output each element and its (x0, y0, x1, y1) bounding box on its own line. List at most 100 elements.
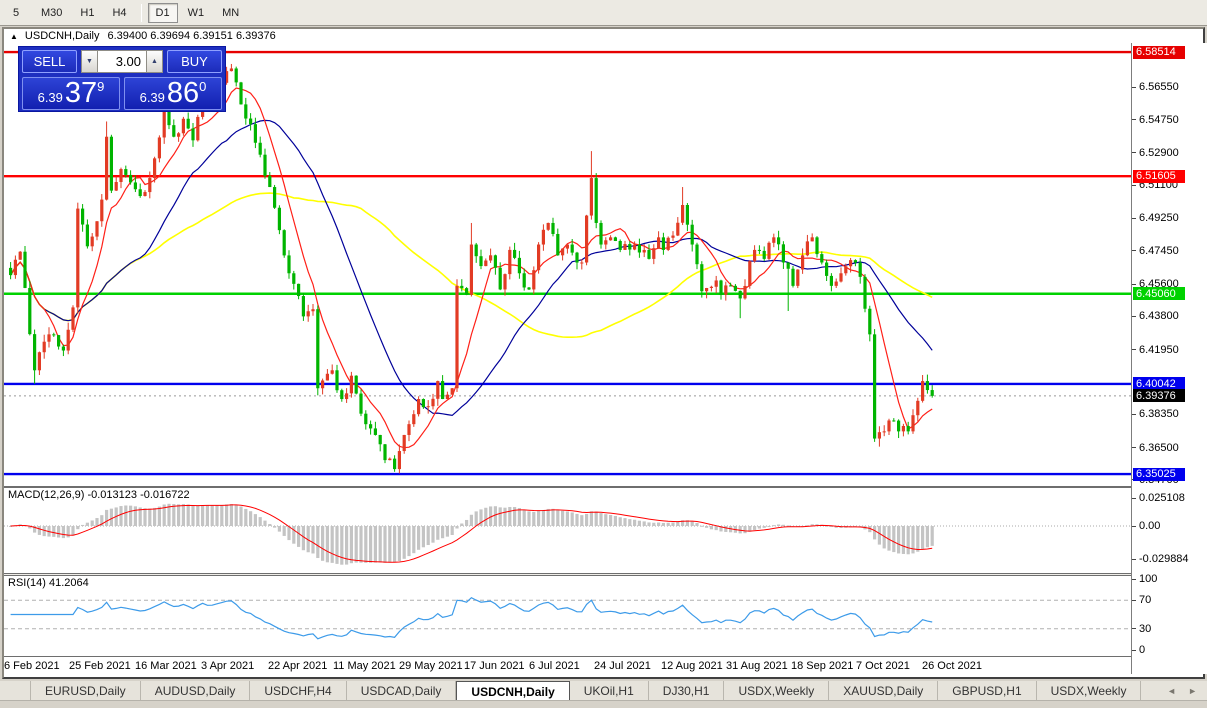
sell-price-big: 37 (64, 77, 98, 109)
axis-tick-mark (1132, 628, 1136, 629)
tab-scroll-right-icon[interactable]: ► (1188, 685, 1197, 696)
date-axis[interactable]: 6 Feb 2021 25 Feb 2021 16 Mar 2021 3 Apr 20… (4, 656, 1131, 674)
chart-ohlc-values: 6.39400 6.39694 6.39151 6.39376 (107, 30, 276, 42)
rsi-label: RSI(14) 41.2064 (8, 577, 89, 589)
date-tick-label: 6 Feb 2021 (4, 660, 60, 672)
pane-splitter[interactable] (4, 573, 1131, 576)
date-tick-label: 31 Aug 2021 (726, 660, 788, 672)
toolbar-separator (140, 3, 142, 22)
chart-tab-usdcnh-daily[interactable]: USDCNH,Daily (456, 681, 570, 700)
buy-price-prefix: 6.39 (139, 90, 165, 105)
rsi-tick-label: 0 (1139, 644, 1146, 656)
chart-tab-usdcad-daily[interactable]: USDCAD,Daily (347, 681, 457, 700)
date-tick-label: 29 May 2021 (399, 660, 463, 672)
sell-quote[interactable]: 6.39 37 9 (22, 77, 120, 110)
volume-decrease-button[interactable]: ▼ (81, 50, 98, 73)
rsi-tick-label: 100 (1139, 573, 1158, 585)
chart-tab-strip: EURUSD,Daily AUDUSD,Daily USDCHF,H4 USDCAD,… (0, 681, 1207, 701)
price-line-badge: 6.58514 (1133, 45, 1185, 59)
price-axis[interactable]: 6.56550 6.54750 6.52900 6.51100 6.49250 6.474… (1131, 43, 1207, 674)
sell-price-prefix: 6.39 (37, 90, 63, 105)
axis-tick-mark (1132, 349, 1136, 350)
axis-tick-mark (1132, 447, 1136, 448)
axis-tick-mark (1132, 600, 1136, 601)
price-tick-label: 6.45600 (1139, 278, 1179, 291)
volume-increase-button[interactable]: ▲ (146, 50, 163, 73)
date-tick-label: 24 Jul 2021 (594, 660, 651, 672)
price-tick-label: 6.49250 (1139, 212, 1179, 225)
chart-title-bar: ▲ USDCNH,Daily 6.39400 6.39694 6.39151 6… (4, 29, 1203, 43)
axis-tick-mark (1132, 559, 1136, 560)
buy-quote[interactable]: 6.39 86 0 (124, 77, 222, 110)
timeframe-button-h4[interactable]: H4 (112, 6, 127, 19)
axis-tick-mark (1132, 650, 1136, 651)
date-tick-label: 6 Jul 2021 (529, 660, 580, 672)
axis-tick-mark (1132, 87, 1136, 88)
price-line-badge: 6.51605 (1133, 169, 1185, 183)
sell-button[interactable]: SELL (22, 50, 77, 73)
chart-tab-usdx-weekly[interactable]: USDX,Weekly (1037, 681, 1142, 700)
price-tick-label: 6.54750 (1139, 113, 1179, 126)
timeframe-toolbar: 5 M30 H1 H4 D1 W1 MN (0, 0, 1207, 26)
macd-label: MACD(12,26,9) -0.013123 -0.016722 (8, 489, 190, 501)
macd-tick-label: -0.029884 (1139, 553, 1189, 566)
axis-tick-mark (1132, 316, 1136, 317)
price-tick-label: 6.41950 (1139, 343, 1179, 356)
axis-tick-mark (1132, 218, 1136, 219)
chart-tab-ukoil-h1[interactable]: UKOil,H1 (570, 681, 649, 700)
chart-tab-audusd-daily[interactable]: AUDUSD,Daily (141, 681, 251, 700)
chart-tab-xauusd-daily[interactable]: XAUUSD,Daily (829, 681, 939, 700)
date-tick-label: 16 Mar 2021 (135, 660, 197, 672)
chart-tab-gbpusd-h1[interactable]: GBPUSD,H1 (938, 681, 1037, 700)
volume-input[interactable]: 3.00 (98, 50, 146, 73)
buy-price-superscript: 0 (199, 79, 207, 94)
chart-tab-dj30-h1[interactable]: DJ30,H1 (649, 681, 725, 700)
chart-symbol-title: USDCNH,Daily (24, 30, 100, 42)
axis-tick-mark (1132, 250, 1136, 251)
macd-pane[interactable]: MACD(12,26,9) -0.013123 -0.016722 (4, 488, 1131, 573)
bottom-strip (0, 701, 1207, 708)
chart-window: ▲ USDCNH,Daily 6.39400 6.39694 6.39151 6… (2, 27, 1207, 679)
timeframe-button-5[interactable]: 5 (12, 6, 20, 19)
price-tick-label: 6.38350 (1139, 408, 1179, 421)
macd-tick-label: 0.00 (1139, 520, 1161, 532)
axis-tick-mark (1132, 498, 1136, 499)
axis-tick-mark (1132, 185, 1136, 186)
rsi-pane[interactable]: RSI(14) 41.2064 (4, 576, 1131, 656)
timeframe-button-h1[interactable]: H1 (80, 6, 95, 19)
axis-tick-mark (1132, 414, 1136, 415)
tab-scroll-left-icon[interactable]: ◄ (1167, 685, 1177, 696)
rsi-tick-label: 70 (1139, 594, 1152, 607)
price-line-badge: 6.39376 (1133, 389, 1185, 403)
price-tick-label: 6.36500 (1139, 441, 1179, 454)
timeframe-button-mn[interactable]: MN (222, 6, 240, 19)
macd-tick-label: 0.025108 (1139, 492, 1185, 504)
price-chart-pane[interactable] (4, 44, 1131, 486)
price-tick-label: 6.43800 (1139, 310, 1179, 323)
price-line-badge: 6.40042 (1133, 377, 1185, 391)
sell-price-superscript: 9 (97, 79, 105, 94)
chart-tab-eurusd-daily[interactable]: EURUSD,Daily (30, 681, 141, 700)
price-line-badge: 6.35025 (1133, 467, 1185, 481)
timeframe-button-d1[interactable]: D1 (147, 2, 178, 23)
axis-tick-mark (1132, 152, 1136, 153)
buy-button[interactable]: BUY (167, 50, 222, 73)
pane-splitter[interactable] (4, 486, 1131, 488)
buy-price-big: 86 (166, 77, 200, 109)
rsi-tick-label: 30 (1139, 622, 1152, 635)
date-tick-label: 18 Sep 2021 (791, 660, 854, 672)
tab-scroll-arrows: ◄ ► (1167, 681, 1207, 700)
axis-tick-mark (1132, 284, 1136, 285)
price-tick-label: 6.56550 (1139, 81, 1179, 94)
chart-tab-usdx-weekly[interactable]: USDX,Weekly (724, 681, 830, 700)
date-tick-label: 26 Oct 2021 (922, 660, 982, 672)
date-tick-label: 22 Apr 2021 (268, 660, 328, 672)
timeframe-button-m30[interactable]: M30 (41, 6, 63, 19)
collapse-triangle-icon[interactable]: ▲ (10, 31, 18, 41)
chart-tab-usdchf-h4[interactable]: USDCHF,H4 (250, 681, 347, 700)
date-tick-label: 25 Feb 2021 (69, 660, 131, 672)
date-tick-label: 17 Jun 2021 (464, 660, 525, 672)
timeframe-button-w1[interactable]: W1 (187, 6, 205, 19)
price-line-badge: 6.45060 (1133, 287, 1185, 301)
price-tick-label: 6.47450 (1139, 244, 1179, 257)
